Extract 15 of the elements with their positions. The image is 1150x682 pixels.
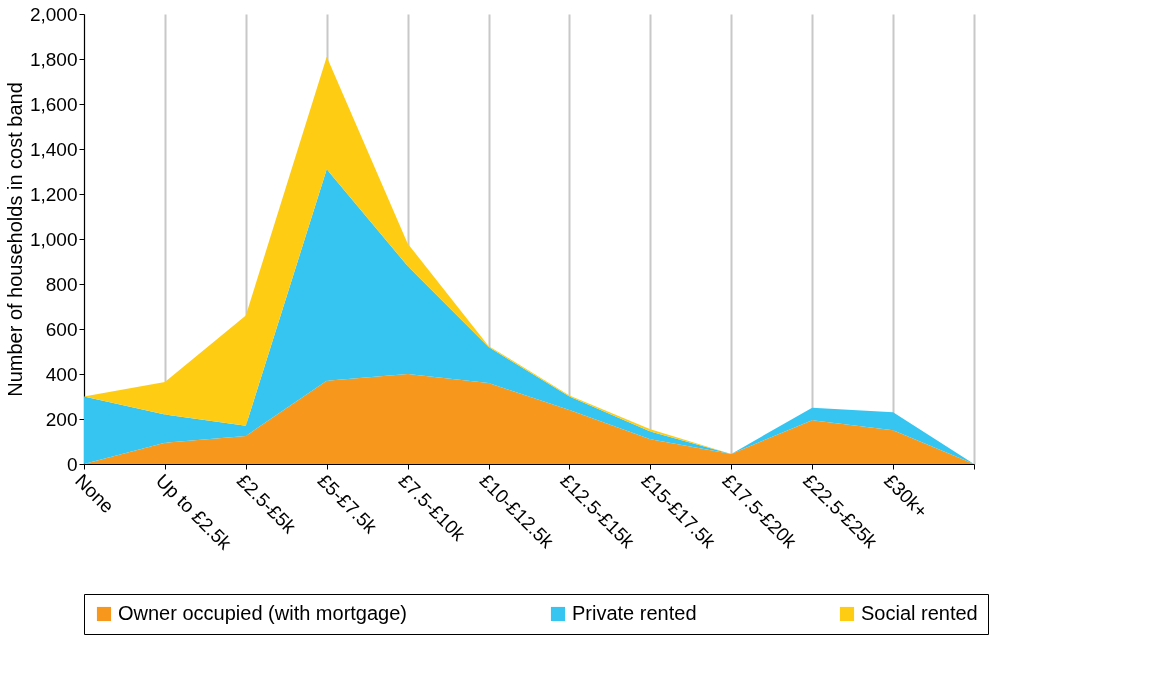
y-tick-label: 1,800 (29, 48, 78, 70)
y-tick-label: 1,600 (29, 93, 78, 115)
y-axis-title: Number of households in cost band (3, 82, 26, 397)
legend-label: Private rented (572, 602, 697, 624)
legend-label: Owner occupied (with mortgage) (118, 602, 408, 624)
y-tick-label: 1,000 (29, 228, 78, 250)
y-tick-label: 200 (45, 408, 78, 430)
y-tick-label: 800 (45, 273, 78, 295)
y-tick-label: 1,400 (29, 138, 78, 160)
y-tick-label: 0 (66, 453, 78, 475)
y-tick-label: 2,000 (29, 3, 78, 25)
legend-label: Social rented (861, 602, 978, 624)
y-tick-label: 400 (45, 363, 78, 385)
y-tick-label: 1,200 (29, 183, 78, 205)
y-tick-label: 600 (45, 318, 78, 340)
